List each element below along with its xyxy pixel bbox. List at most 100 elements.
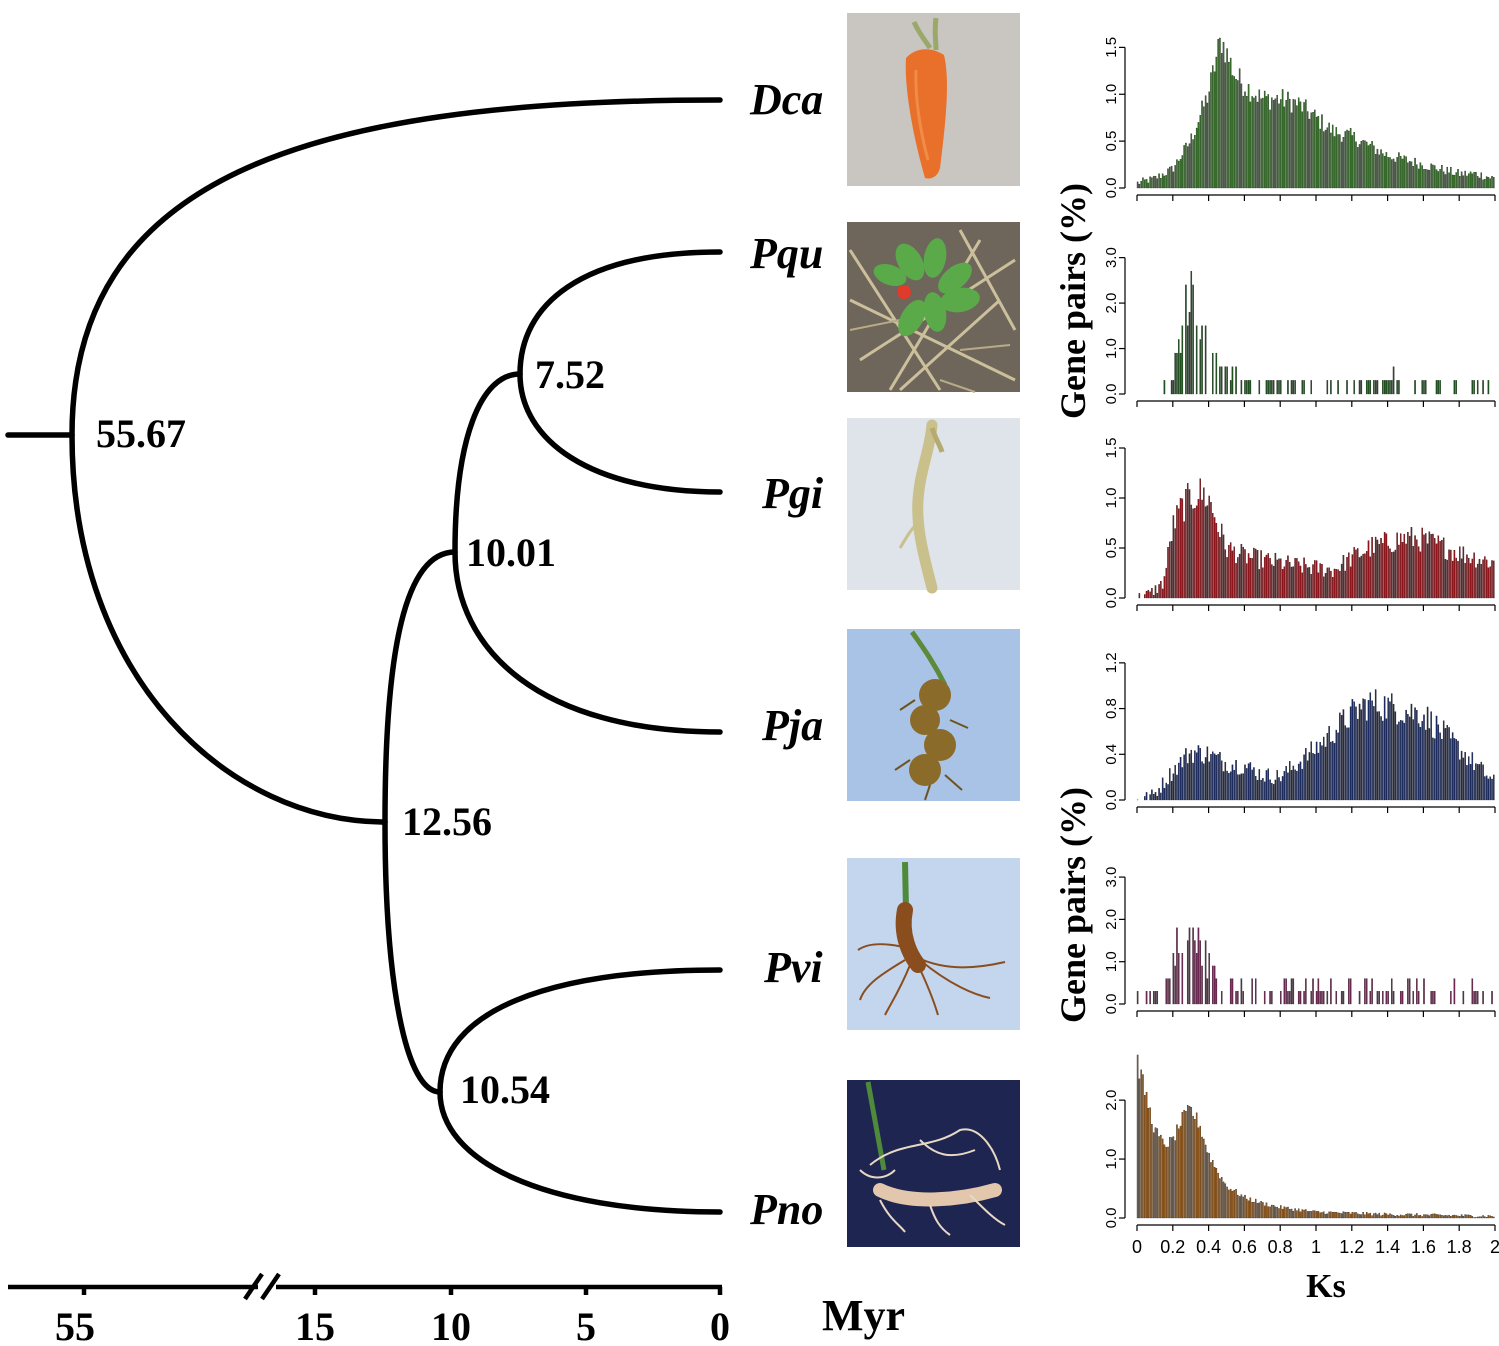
ks-bar — [1365, 551, 1368, 599]
ks-bar — [1301, 111, 1304, 189]
ks-bar — [1235, 1189, 1237, 1219]
ks-bar — [1263, 991, 1266, 1005]
ks-bar — [1246, 380, 1248, 395]
ks-bar — [1238, 774, 1241, 801]
ks-bar — [1240, 1194, 1243, 1219]
ks-bar — [1423, 534, 1425, 599]
ks-bar — [1349, 978, 1352, 1005]
plant-photo — [847, 222, 1020, 393]
ks-bar — [1365, 720, 1368, 801]
ks-bar — [1314, 1210, 1316, 1219]
ks-bar — [1292, 380, 1295, 395]
ks-bar — [1396, 380, 1398, 395]
ks-bar — [1428, 531, 1431, 599]
ks-bar — [1360, 141, 1363, 189]
ks-bar — [1169, 768, 1171, 801]
ks-bar — [1371, 700, 1373, 801]
ks-bar — [1357, 147, 1359, 189]
ks-bar — [1170, 166, 1173, 189]
ks-bar — [1380, 149, 1382, 189]
ks-bar — [1469, 563, 1472, 599]
ks-bar — [1428, 1215, 1431, 1219]
ks-bar — [1417, 1215, 1420, 1219]
ks-bar — [1331, 124, 1334, 189]
ks-bar — [1220, 991, 1223, 1005]
ks-bar — [1473, 770, 1475, 801]
ks-bar — [1374, 154, 1377, 189]
ks-bar — [1292, 99, 1295, 189]
ks-panel-pgi: 0.0 0.5 1.0 1.5 — [1103, 438, 1496, 611]
ks-bar — [1321, 564, 1323, 599]
ks-bar — [1380, 1215, 1382, 1219]
ks-x-tick-label: 0.4 — [1196, 1237, 1221, 1257]
ks-bar — [1197, 1127, 1200, 1219]
ks-bar — [1145, 991, 1148, 1005]
ks-bar — [1489, 776, 1491, 801]
ks-bar — [1237, 557, 1239, 599]
ks-bar — [1337, 1212, 1339, 1219]
ks-bar — [1136, 1054, 1139, 1219]
ks-bar — [1242, 1196, 1244, 1219]
ks-bar — [1389, 1213, 1391, 1219]
ks-bar — [1385, 533, 1388, 599]
ks-bar — [1195, 505, 1198, 599]
ks-bar — [1194, 135, 1196, 189]
ks-bar — [1156, 795, 1159, 801]
ks-bar — [1144, 594, 1146, 599]
ks-bar — [1251, 96, 1253, 189]
ks-bar — [1289, 1209, 1291, 1219]
ks-bar — [1190, 271, 1193, 395]
ks-bar — [1233, 769, 1236, 801]
ks-bar — [1181, 155, 1184, 189]
ks-bar — [1167, 1146, 1169, 1219]
ks-bar — [1491, 1216, 1493, 1219]
ks-bar — [1448, 549, 1450, 599]
ks-bar — [1149, 794, 1151, 801]
ks-bar — [1396, 1215, 1398, 1219]
ks-bar — [1407, 162, 1409, 189]
ks-bar — [1451, 1215, 1454, 1219]
ks-bar — [1469, 171, 1472, 189]
node-label-10.01: 10.01 — [466, 530, 556, 575]
ks-bar — [1312, 978, 1314, 1005]
ks-bar — [1314, 109, 1316, 189]
ks-bar — [1195, 325, 1198, 395]
time-unit-label: Myr — [822, 1291, 905, 1340]
ks-bar — [1373, 1213, 1375, 1219]
ks-bar — [1468, 1214, 1470, 1219]
ks-bar — [1398, 721, 1400, 801]
ks-bar — [1405, 156, 1407, 189]
ks-bar — [1367, 540, 1370, 599]
ks-bar — [1371, 141, 1373, 189]
ks-bar — [1156, 1128, 1159, 1219]
ks-bar — [1161, 777, 1164, 801]
ks-bar — [1258, 769, 1261, 801]
ks-bar — [1493, 1216, 1495, 1219]
ks-bar — [1414, 535, 1416, 599]
ks-bar — [1215, 56, 1218, 189]
ks-bar — [1335, 127, 1338, 189]
ks-bar — [1482, 764, 1484, 801]
ks-bar — [1475, 567, 1477, 599]
ks-bar — [1453, 380, 1456, 395]
ks-bar — [1256, 1203, 1259, 1219]
ks-bar — [1391, 552, 1393, 599]
ks-bar — [1142, 1074, 1144, 1219]
ks-bar — [1287, 380, 1289, 395]
ks-bar — [1376, 539, 1379, 599]
ks-bar — [1271, 1204, 1273, 1219]
ks-bar — [1292, 765, 1295, 801]
ks-bar — [1212, 751, 1214, 801]
ks-bar — [1169, 541, 1171, 599]
ks-bar — [1382, 380, 1384, 395]
ks-bar — [1382, 543, 1384, 599]
ks-bar — [1342, 555, 1345, 599]
ks-bar — [1453, 174, 1456, 189]
ks-bar — [1181, 325, 1184, 395]
ks-bar — [1321, 1212, 1323, 1219]
ks-bar — [1172, 773, 1175, 801]
ks-bar — [1303, 754, 1305, 801]
ks-bar — [1297, 1208, 1300, 1219]
ks-panel-pno: 0.0 1.0 2.0 0 0.2 0.4 0.6 0.8 1 1.2 1.4 1.6 1.8 2 — [1103, 1054, 1499, 1257]
